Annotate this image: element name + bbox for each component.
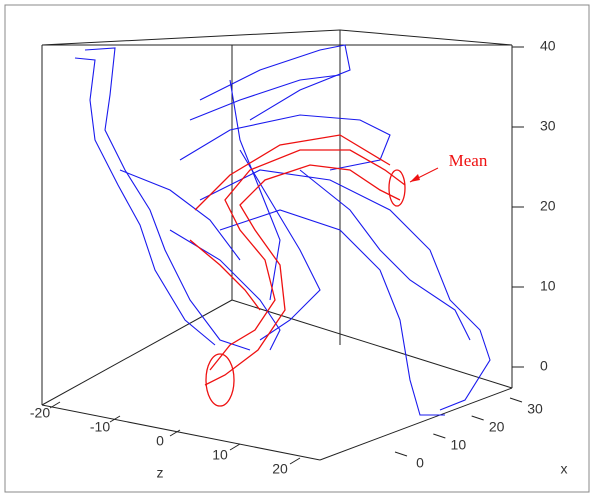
y-tick-label: 0 — [540, 358, 548, 374]
x-tick-label: 30 — [527, 401, 543, 417]
z-tick-label: 20 — [272, 461, 288, 477]
z-tick-label: -20 — [30, 405, 50, 421]
y-tick-label: 30 — [540, 118, 556, 134]
y-tick-label: 20 — [540, 198, 556, 214]
x-tick-label: 20 — [489, 419, 505, 435]
annotation: Mean — [449, 151, 488, 170]
x-axis-label: x — [561, 461, 568, 477]
z-axis-label: z — [157, 465, 164, 481]
plot: Mean z x 0 10 20 30 40 -20 -10 0 10 20 0 10 20 30 — [0, 0, 595, 498]
z-tick-label: 10 — [212, 447, 228, 463]
y-tick-label: 10 — [540, 278, 556, 294]
y-tick-label: 40 — [540, 38, 556, 54]
x-tick-label: 0 — [416, 455, 424, 471]
x-tick-label: 10 — [451, 437, 467, 453]
page: Mean z x 010203040-20-10010200102030 (()… — [0, 0, 595, 498]
z-tick-label: -10 — [90, 419, 110, 435]
z-tick-label: 0 — [156, 433, 164, 449]
